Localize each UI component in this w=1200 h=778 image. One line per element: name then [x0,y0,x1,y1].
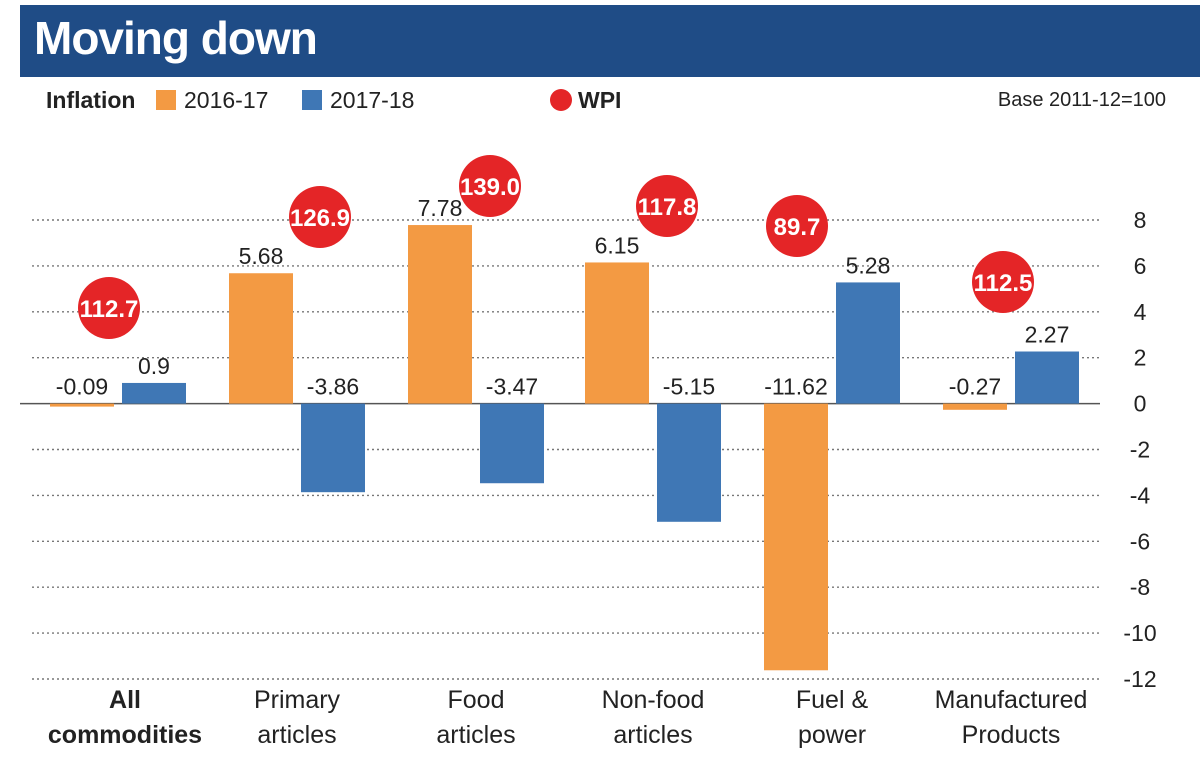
bar-2017-18-2 [480,403,544,484]
wpi-bubble-4 [766,195,828,257]
data-label-2017-18-4: 5.28 [846,252,891,278]
category-label-0-0: All [109,686,141,714]
category-label-0-1: commodities [48,721,202,749]
bar-2017-18-4 [836,282,900,404]
wpi-bubble-3 [636,175,698,237]
data-label-2017-18-5: 2.27 [1025,322,1070,348]
legend-swatch-2016-17 [156,90,176,110]
legend-item-2017-18: 2017-18 [302,84,414,116]
bar-2016-17-4 [764,403,828,671]
header-bar: Moving down [20,5,1200,77]
wpi-value-2: 139.0 [460,174,520,201]
y-tick-label: 4 [1134,299,1147,325]
y-tick-label: -8 [1130,574,1150,600]
base-note: Base 2011-12=100 [997,88,1166,111]
data-label-2017-18-1: -3.86 [307,374,359,400]
legend-title: Inflation [46,86,136,113]
y-tick-label: 8 [1134,207,1147,233]
legend-label-2016-17: 2016-17 [184,86,269,113]
y-tick-label: 0 [1134,391,1147,417]
bar-2016-17-0 [50,403,114,407]
bar-2016-17-1 [229,273,293,404]
y-tick-label: -2 [1130,437,1150,463]
y-tick-label: -10 [1123,620,1156,646]
wpi-bubble-0 [78,277,140,339]
data-label-2017-18-0: 0.9 [138,353,170,379]
bar-2016-17-2 [408,225,472,404]
bar-2017-18-5 [1015,351,1079,404]
data-label-2016-17-3: 6.15 [595,232,640,258]
wpi-value-3: 117.8 [638,194,697,221]
bar-2016-17-5 [943,403,1007,410]
data-label-2016-17-5: -0.27 [949,374,1001,400]
wpi-value-0: 112.7 [80,296,139,323]
bar-2017-18-3 [657,403,721,522]
category-label-5-1: Products [962,721,1061,749]
legend-label-2017-18: 2017-18 [330,86,415,113]
legend-item-wpi: WPI [550,84,621,116]
bar-2017-18-0 [122,382,186,404]
wpi-value-1: 126.9 [290,205,350,232]
wpi-bubble-1 [289,186,351,248]
category-label-4-0: Fuel & [796,686,869,714]
bar-2016-17-3 [585,262,649,404]
legend-dot-wpi [550,89,572,111]
category-label-4-1: power [798,721,866,749]
wpi-bubble-2 [459,155,521,217]
legend-swatch-2017-18 [302,90,322,110]
data-label-2016-17-4: -11.62 [764,374,828,400]
legend: Inflation 2016-17 2017-18 WPI Base 2011-… [46,84,1166,116]
category-label-2-1: articles [436,721,515,749]
y-tick-label: -6 [1130,528,1150,554]
wpi-value-4: 89.7 [774,214,821,241]
data-label-2017-18-2: -3.47 [486,374,538,400]
category-label-3-0: Non-food [602,686,705,714]
data-label-2016-17-0: -0.09 [56,374,108,400]
y-tick-label: 2 [1134,345,1147,371]
y-tick-label: -12 [1123,666,1156,692]
legend-item-2016-17: 2016-17 [156,84,268,116]
y-tick-label: 6 [1134,253,1147,279]
data-label-2017-18-3: -5.15 [663,374,715,400]
data-label-2016-17-1: 5.68 [239,243,284,269]
legend-label-wpi: WPI [578,86,622,113]
category-label-5-0: Manufactured [935,686,1088,714]
wpi-bubble-5 [972,251,1034,313]
bar-2017-18-1 [301,403,365,493]
category-label-1-0: Primary [254,686,341,714]
data-label-2016-17-2: 7.78 [418,195,463,221]
category-label-2-0: Food [448,686,505,714]
page-title: Moving down [34,12,318,64]
category-label-3-1: articles [613,721,692,749]
wpi-value-5: 112.5 [974,270,1033,297]
category-label-1-1: articles [257,721,336,749]
y-tick-label: -4 [1130,482,1151,508]
